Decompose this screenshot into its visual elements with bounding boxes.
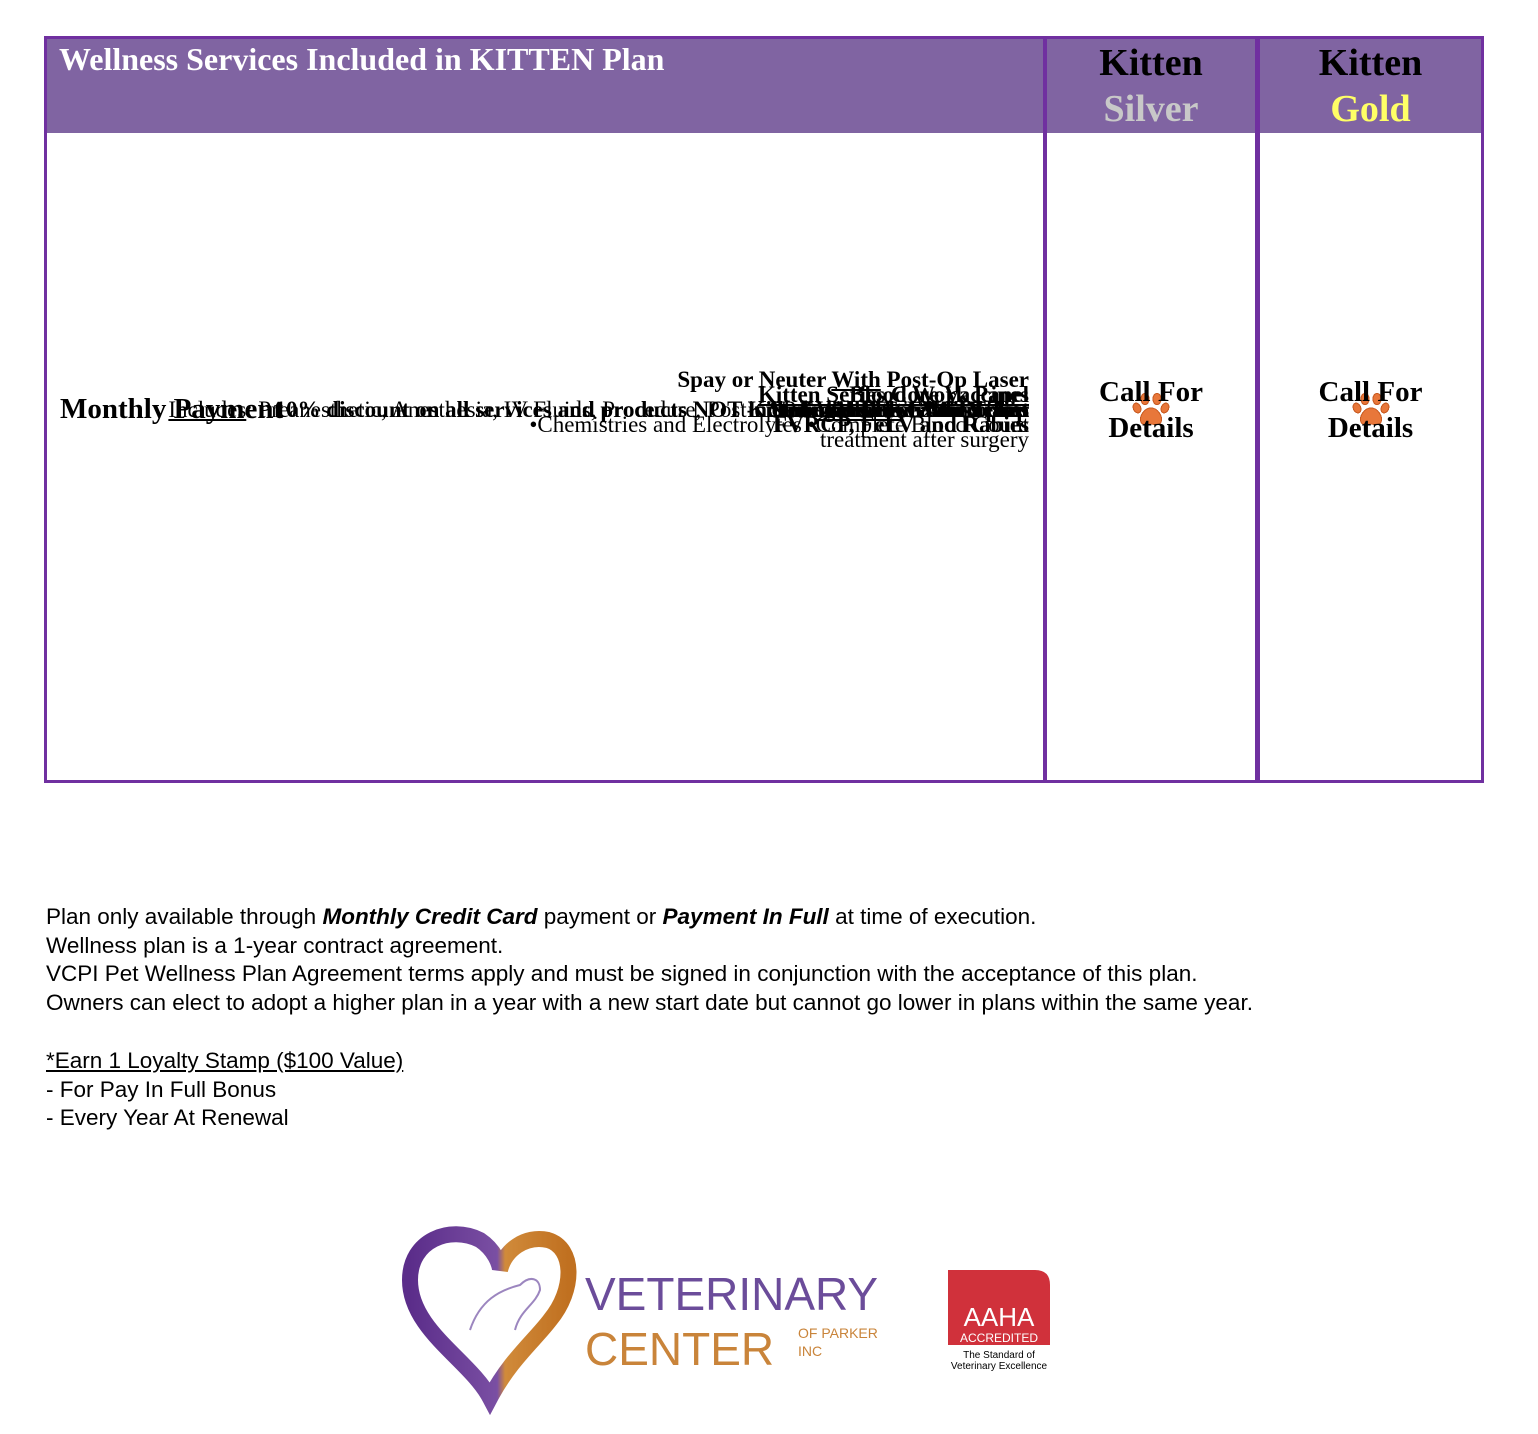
- gold-payment: Call For Details: [1318, 375, 1423, 444]
- note-line: Wellness plan is a 1-year contract agree…: [46, 932, 1253, 961]
- service-line: Kitten Wellness Exam Series: [748, 395, 1029, 425]
- logo-word1: VETERINARY: [585, 1268, 878, 1320]
- service-text: Kitten Series Core Vaccines: [757, 381, 1029, 407]
- service-line: Fecal with Giardia Test: [800, 395, 1029, 425]
- service-text: Post-Op Laser: [880, 366, 1029, 392]
- service-line: FeLV/FIV Test: [884, 395, 1029, 425]
- plan-tier: Gold: [1330, 88, 1411, 130]
- notes: Plan only available through Monthly Cred…: [46, 903, 1253, 1133]
- aaha-status: ACCREDITED: [960, 1331, 1038, 1345]
- service-line: 10% discount on all services and product…: [275, 395, 1029, 425]
- note-text: Monthly Credit Card: [322, 904, 538, 929]
- logo-sub2: INC: [798, 1343, 822, 1359]
- service-text: 10% discount on all services and product…: [274, 396, 1029, 422]
- plan-table: Wellness Services Included in KITTEN Pla…: [44, 36, 1484, 783]
- service-text: Exam Series: [901, 396, 1029, 422]
- plan-name: Kitten: [1099, 42, 1203, 84]
- loyalty-item: - For Pay In Full Bonus: [46, 1076, 277, 1102]
- aaha-badge: [948, 1270, 1050, 1345]
- service-text: •Chemistries and Electrolytes •Complete …: [529, 411, 1029, 437]
- note-text: VCPI Pet Wellness Plan Agreement terms a…: [46, 961, 1198, 987]
- aaha-name: AAHA: [964, 1302, 1035, 1332]
- service-text: Wellness: [815, 396, 902, 422]
- note-text: payment or: [537, 904, 663, 929]
- service-text: Spay or Neuter: [677, 366, 832, 392]
- service-text: Blood Work Panel: [849, 381, 1029, 407]
- silver-payment: Call For Details: [1099, 375, 1203, 444]
- service-text: Unlimited Free Nail Trims: [770, 396, 1029, 422]
- service-text: FVRCP, FeLV and Rabies: [772, 411, 1029, 437]
- table-header: Wellness Services Included in KITTEN Pla…: [44, 36, 1484, 133]
- note-text: Owners can elect to adopt a higher plan …: [46, 990, 1253, 1016]
- note-line: Owners can elect to adopt a higher plan …: [46, 989, 1253, 1018]
- logo-word2: CENTER: [585, 1323, 774, 1375]
- table-title: Wellness Services Included in KITTEN Pla…: [59, 41, 665, 77]
- silver-payment-cell: Call For Details: [1044, 36, 1258, 783]
- service-text: FeLV/FIV Test: [883, 396, 1029, 422]
- paw-icon: [1132, 392, 1170, 425]
- note-text: Wellness plan is a 1-year contract agree…: [46, 932, 504, 958]
- service-text: With: [831, 366, 881, 392]
- note-line: Plan only available through Monthly Cred…: [46, 903, 1253, 932]
- service-line: Strongid Dewormer Series: [769, 395, 1029, 425]
- note-text: Plan only available through: [46, 904, 323, 929]
- pet-silhouette: [469, 1278, 542, 1331]
- plan-column-header: Kitten Silver: [1044, 40, 1258, 132]
- payment-label: Monthly Payment: [60, 393, 284, 425]
- service-line: Includes: Preanesthetic, Anesthesia, IV …: [87, 395, 1029, 455]
- logo-sub1: OF PARKER: [798, 1325, 878, 1341]
- plan-tier: Silver: [1103, 88, 1199, 130]
- paw-icon: [1352, 392, 1389, 425]
- service-text: Microchip: [927, 396, 1029, 422]
- note-text: Payment In Full: [662, 904, 829, 929]
- payment-row: Monthly Payment Call For Details Call For …: [44, 36, 1484, 783]
- service-text: Kitten: [747, 396, 816, 422]
- service-line: Kitten Series Core Vaccines: [758, 380, 1029, 410]
- note-text: at time of execution.: [828, 904, 1037, 929]
- gold-payment-cell: Call For Details: [1257, 36, 1484, 783]
- service-line: Spay or Neuter With Post-Op Laser: [677, 365, 1029, 395]
- service-line: Blood Work Panel: [849, 380, 1029, 410]
- service-text: : Preanesthetic, Anesthesia, IV Fluids, …: [246, 396, 1029, 452]
- plan-name: Kitten: [1318, 42, 1423, 84]
- payment-label-cell: Monthly Payment: [44, 36, 1046, 783]
- service-text: Fecal with Giardia Test: [799, 396, 1029, 422]
- aaha-tag2: Veterinary Excellence: [951, 1361, 1048, 1372]
- service-text: Strongid Dewormer Series: [769, 396, 1029, 422]
- service-line: •Chemistries and Electrolytes •Complete …: [529, 410, 1029, 440]
- plan-column-header: Kitten Gold: [1257, 40, 1484, 132]
- service-line: FVRCP, FeLV and Rabies: [773, 410, 1029, 440]
- note-line: VCPI Pet Wellness Plan Agreement terms a…: [46, 960, 1253, 989]
- loyalty-item: - Every Year At Renewal: [46, 1105, 289, 1131]
- service-line: Microchip: [927, 395, 1029, 425]
- service-line: Unlimited Free Nail Trims: [770, 395, 1029, 425]
- loyalty-title: *Earn 1 Loyalty Stamp ($100 Value): [46, 1047, 404, 1073]
- heart-logo: [401, 1226, 577, 1416]
- service-text: Includes: [168, 396, 247, 422]
- aaha-tag1: The Standard of: [963, 1350, 1035, 1361]
